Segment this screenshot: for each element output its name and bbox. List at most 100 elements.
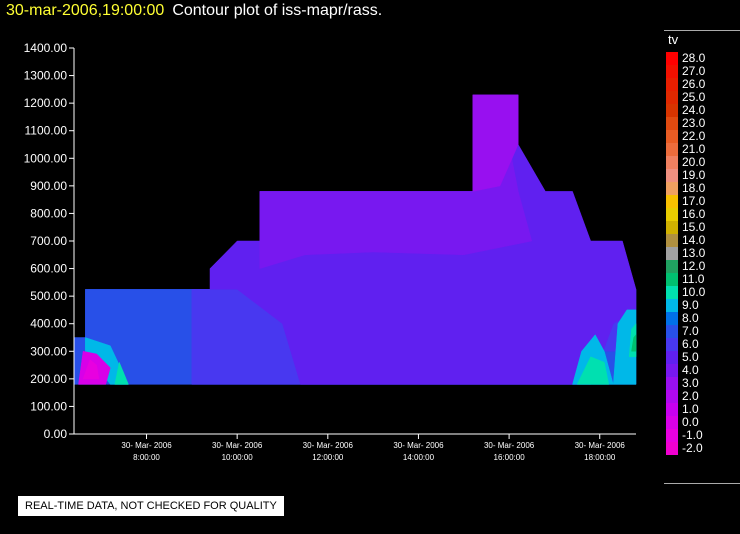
legend-swatch (666, 52, 678, 65)
legend-level-label: 28.0 (682, 51, 706, 65)
x-tick-date: 30- Mar- 2006 (121, 441, 172, 450)
x-tick-date: 30- Mar- 2006 (575, 441, 626, 450)
legend-level-label: 13.0 (682, 246, 706, 260)
legend-level-label: 26.0 (682, 77, 706, 91)
legend-swatch (666, 338, 678, 351)
legend-level-label: 7.0 (682, 324, 699, 338)
legend-swatch (666, 442, 678, 455)
y-tick-label: 1000.00 (24, 151, 68, 165)
legend-swatch (666, 156, 678, 169)
title-bar: 30-mar-2006,19:00:00 Contour plot of iss-… (6, 2, 382, 20)
legend-level-label: 11.0 (682, 272, 705, 286)
x-tick-time: 12:00:00 (312, 453, 344, 462)
legend-level-label: 0.0 (682, 415, 699, 429)
x-tick-date: 30- Mar- 2006 (212, 441, 263, 450)
legend-level-label: 17.0 (682, 194, 706, 208)
contour-region-4 (472, 94, 519, 192)
color-legend: tv 28.0 27.0 26.0 25.0 24.0 23.0 22.0 21.0 20.0 1… (664, 32, 740, 462)
legend-level-label: 9.0 (682, 298, 699, 312)
y-tick-label: 800.00 (30, 206, 67, 220)
x-tick-time: 18:00:00 (584, 453, 616, 462)
legend-swatch (666, 208, 678, 221)
legend-level-label: 22.0 (682, 129, 706, 143)
legend-swatch (666, 273, 678, 286)
legend-level-label: 3.0 (682, 376, 699, 390)
y-tick-label: 1200.00 (24, 96, 68, 110)
timestamp: 30-mar-2006,19:00:00 (6, 2, 165, 19)
legend-variable-label: tv (668, 32, 679, 47)
legend-swatch (666, 247, 678, 260)
legend-swatch (666, 299, 678, 312)
legend-swatch (666, 260, 678, 273)
y-tick-label: 1100.00 (25, 124, 68, 138)
y-tick-label: 700.00 (30, 234, 67, 248)
y-tick-label: 1400.00 (24, 41, 68, 55)
y-tick-label: 0.00 (44, 427, 68, 441)
legend-level-label: 19.0 (682, 168, 706, 182)
legend-swatch (666, 390, 678, 403)
legend-level-label: 2.0 (682, 389, 699, 403)
legend-swatch (666, 286, 678, 299)
legend-level-label: 16.0 (682, 207, 706, 221)
legend-swatch (666, 104, 678, 117)
legend-level-label: 27.0 (682, 64, 706, 78)
contour-region-13 (82, 359, 100, 380)
x-tick-time: 10:00:00 (222, 453, 254, 462)
quality-notice: REAL-TIME DATA, NOT CHECKED FOR QUALITY (18, 496, 284, 516)
legend-level-label: 18.0 (682, 181, 706, 195)
legend-swatch (666, 143, 678, 156)
y-tick-label: 100.00 (30, 399, 67, 413)
legend-level-label: 20.0 (682, 155, 706, 169)
contour-regions (73, 94, 637, 385)
legend-swatch (666, 117, 678, 130)
legend-level-label: 10.0 (682, 285, 706, 299)
legend-level-label: 6.0 (682, 337, 699, 351)
contour-region-3 (259, 144, 533, 269)
legend-level-label: 1.0 (682, 402, 699, 416)
legend-swatch (666, 65, 678, 78)
legend-swatch (666, 325, 678, 338)
legend-swatch (666, 403, 678, 416)
chart-title: Contour plot of iss-mapr/rass. (172, 2, 383, 19)
legend-swatch (666, 234, 678, 247)
x-tick-time: 14:00:00 (403, 453, 435, 462)
legend-level-label: -1.0 (682, 428, 703, 442)
legend-level-label: 12.0 (682, 259, 706, 273)
legend-swatch (666, 416, 678, 429)
legend-level-label: 5.0 (682, 350, 699, 364)
legend-divider-bottom (664, 483, 740, 484)
legend-divider-top (664, 30, 740, 31)
y-tick-label: 600.00 (30, 262, 67, 276)
contour-region-6 (613, 309, 637, 385)
legend-swatch (666, 364, 678, 377)
x-tick-date: 30- Mar- 2006 (393, 441, 444, 450)
x-tick-time: 16:00:00 (494, 453, 526, 462)
legend-swatch (666, 429, 678, 442)
legend-level-label: 23.0 (682, 116, 706, 130)
legend-swatch (666, 312, 678, 325)
contour-region-8 (576, 356, 610, 385)
legend-level-label: 25.0 (682, 90, 706, 104)
x-tick-date: 30- Mar- 2006 (303, 441, 354, 450)
y-tick-label: 1300.00 (24, 69, 68, 83)
legend-level-label: 15.0 (682, 220, 706, 234)
legend-level-label: 21.0 (682, 142, 706, 156)
legend-level-label: 14.0 (682, 233, 706, 247)
legend-swatch (666, 182, 678, 195)
y-tick-label: 300.00 (30, 344, 67, 358)
y-tick-label: 500.00 (30, 289, 67, 303)
legend-swatch (666, 221, 678, 234)
legend-swatch (666, 91, 678, 104)
legend-level-label: 4.0 (682, 363, 699, 377)
legend-swatch (666, 169, 678, 182)
legend-level-label: 24.0 (682, 103, 706, 117)
contour-region-10 (631, 334, 637, 352)
legend-level-label: -2.0 (682, 441, 703, 455)
legend-swatch (666, 351, 678, 364)
y-tick-label: 900.00 (30, 179, 67, 193)
legend-level-label: 8.0 (682, 311, 699, 325)
x-tick-time: 8:00:00 (133, 453, 160, 462)
legend-swatch (666, 130, 678, 143)
legend-swatch (666, 78, 678, 91)
